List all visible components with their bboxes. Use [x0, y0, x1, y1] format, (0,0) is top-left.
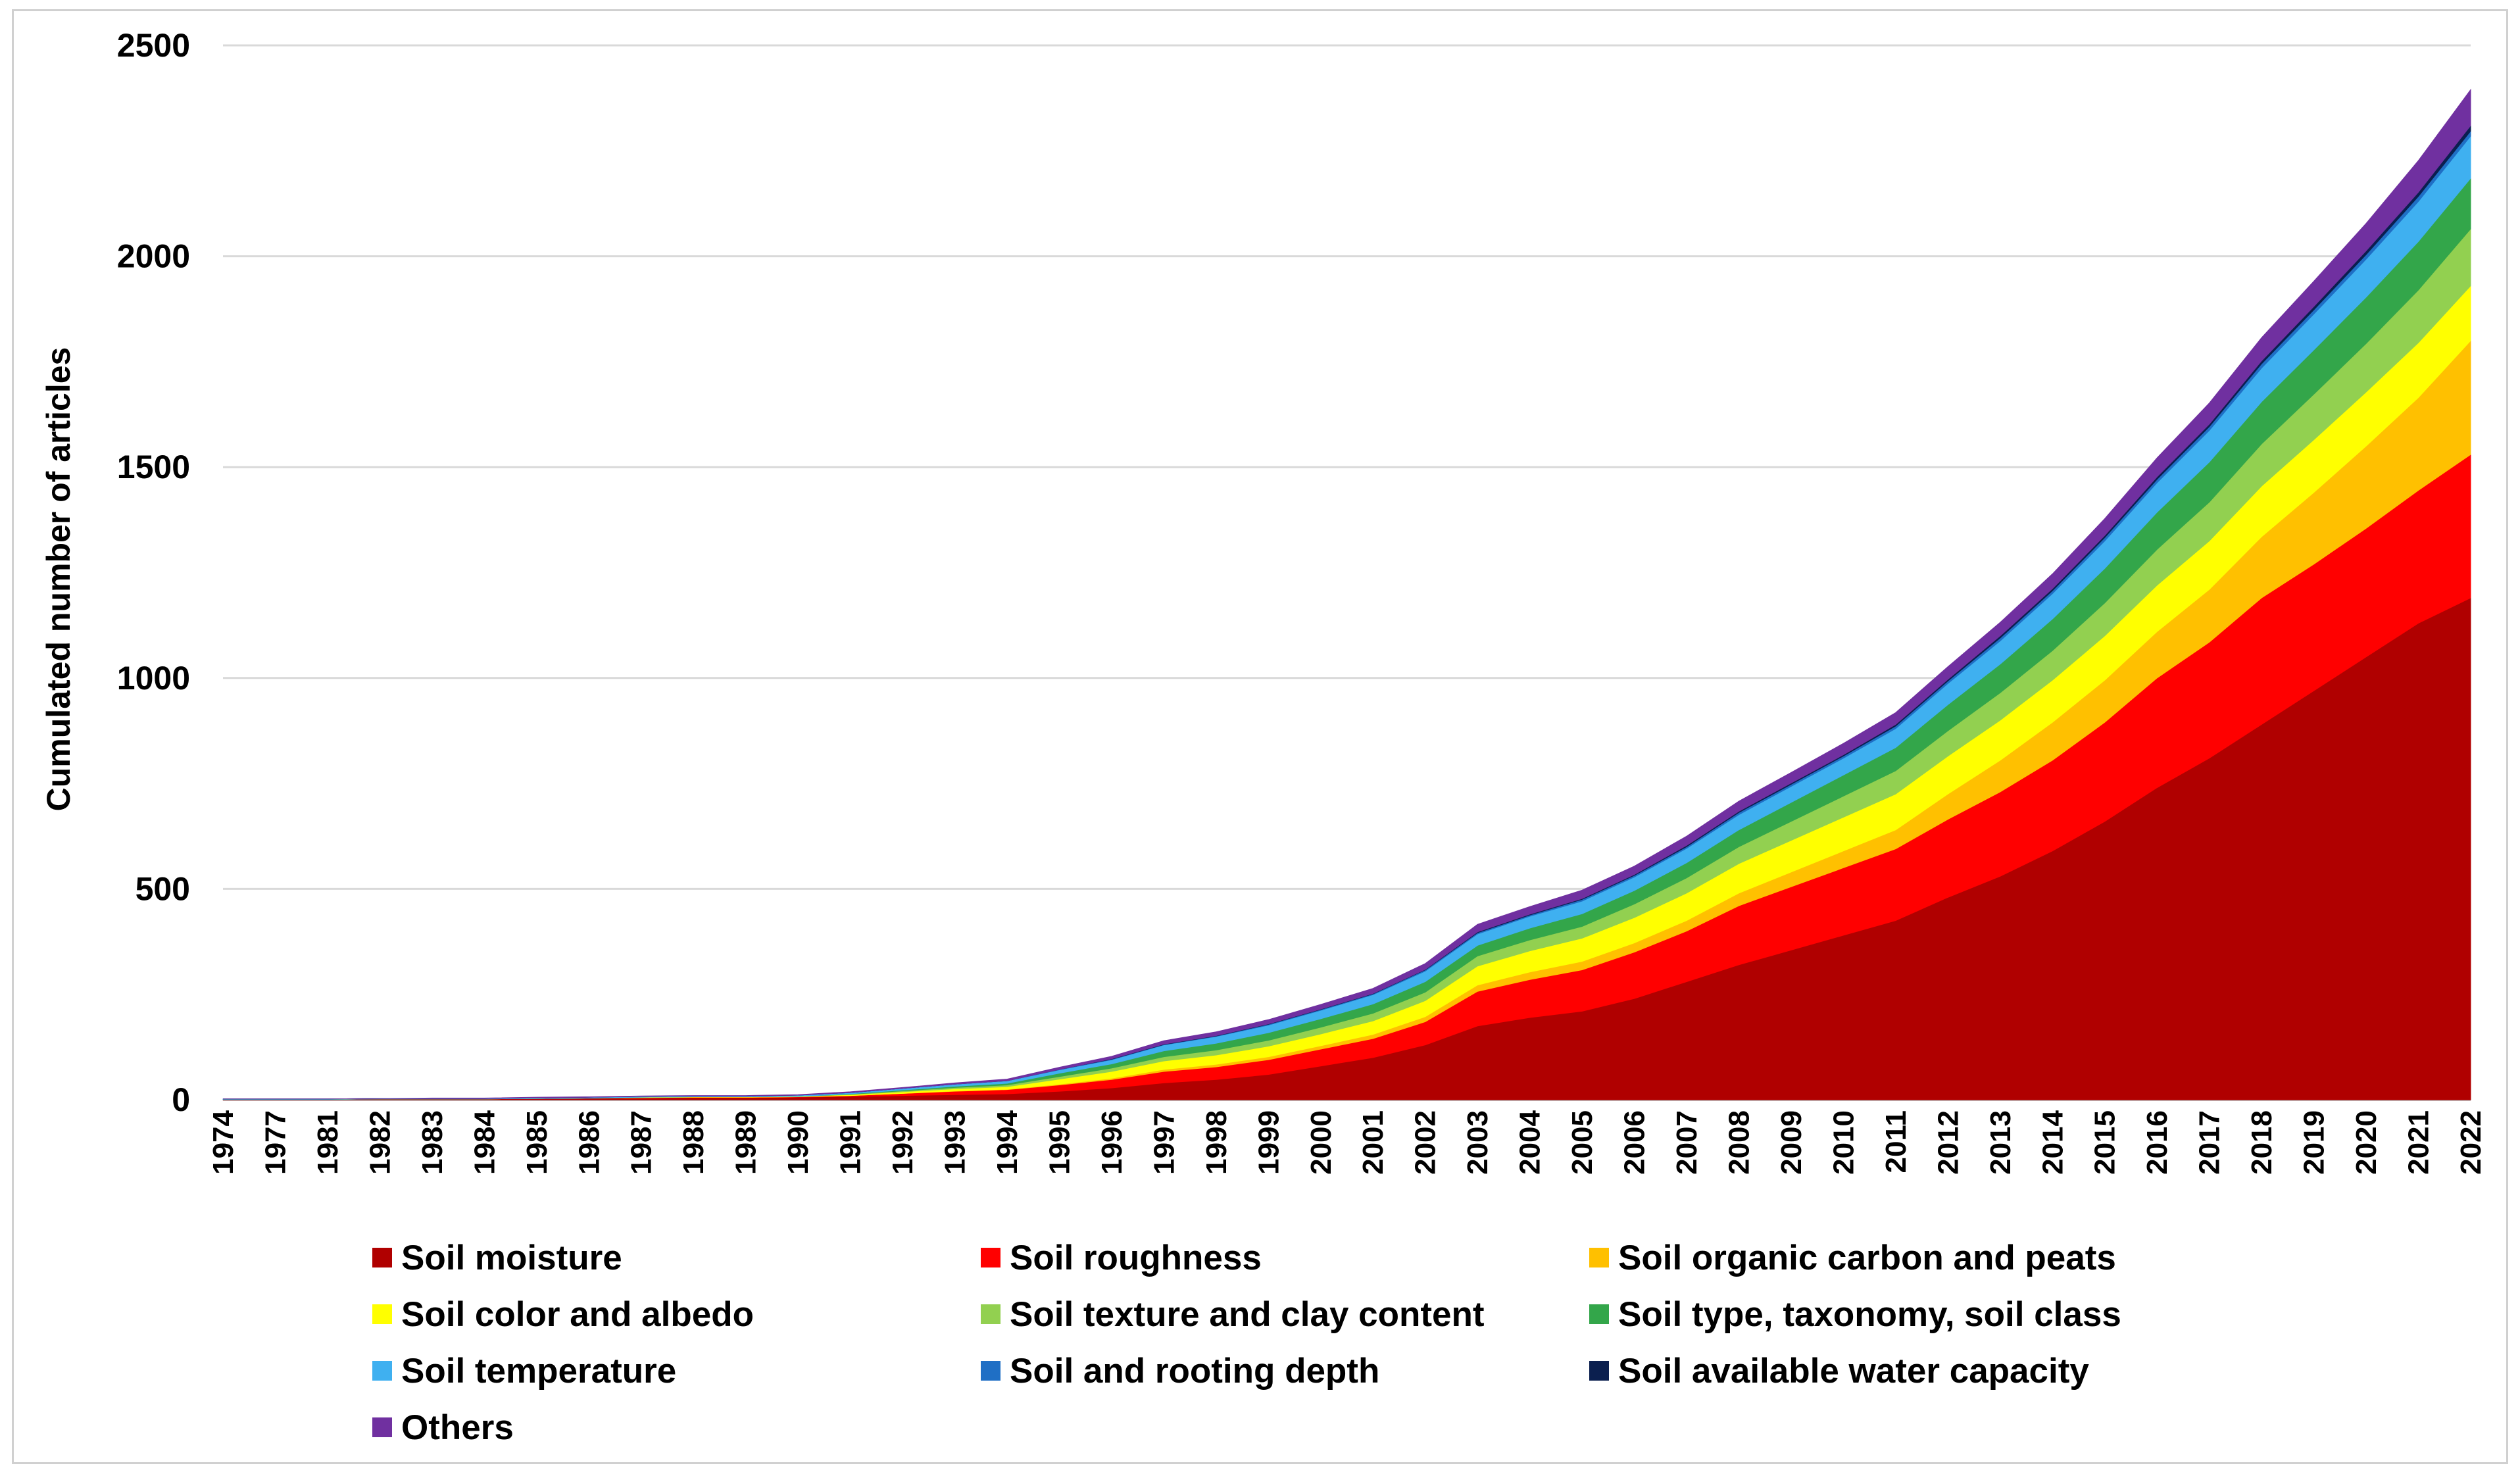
x-tick-label: 1993: [939, 1110, 972, 1175]
legend-label: Soil temperature: [401, 1351, 677, 1390]
legend-swatch: [372, 1248, 392, 1267]
x-tick-label: 2013: [1985, 1110, 2017, 1175]
legend-label: Soil and rooting depth: [1010, 1351, 1380, 1390]
stacked-area-chart: 1974 1977 1981 1982 1983 1984 1985 1986 1987 1988…: [40, 27, 2487, 1175]
x-tick-label: 1987: [626, 1110, 658, 1175]
y-tick-label: 0: [172, 1081, 190, 1118]
legend-swatch: [372, 1361, 392, 1381]
legend-item: Soil temperature: [372, 1344, 676, 1397]
legend-swatch: [372, 1304, 392, 1324]
x-tick-label: 2021: [2403, 1110, 2435, 1175]
x-tick-label: 1982: [364, 1110, 396, 1175]
legend-label: Soil type, taxonomy, soil class: [1618, 1294, 2121, 1334]
x-tick-label: 2003: [1462, 1110, 1494, 1175]
x-tick-label: 2020: [2350, 1110, 2383, 1175]
x-tick-label: 2011: [1880, 1110, 1912, 1173]
x-tick-label: 1984: [468, 1110, 501, 1174]
y-tick-label: 500: [136, 870, 190, 907]
x-tick-label: 1989: [730, 1110, 762, 1175]
x-tick-label: 2009: [1775, 1110, 1808, 1175]
y-tick-label: 2500: [117, 27, 190, 64]
x-tick-label: 1988: [678, 1110, 710, 1175]
y-tick-label: 2000: [117, 238, 190, 275]
legend-label: Soil roughness: [1010, 1238, 1262, 1277]
legend: Soil moisture Soil roughness Soil organic …: [372, 1231, 2214, 1455]
x-tick-label: 2002: [1410, 1110, 1442, 1175]
x-tick-label: 1996: [1096, 1110, 1128, 1175]
y-axis: 0 500 1000 1500 2000 2500: [117, 27, 190, 1118]
legend-item: Soil organic carbon and peats: [1589, 1231, 2116, 1284]
legend-item: Soil color and albedo: [372, 1288, 754, 1341]
legend-item: Soil available water capacity: [1589, 1344, 2089, 1397]
x-tick-label: 1990: [782, 1110, 814, 1175]
legend-swatch: [1589, 1304, 1609, 1324]
y-tick-label: 1000: [117, 660, 190, 697]
x-tick-label: 2010: [1827, 1110, 1860, 1175]
x-tick-label: 1985: [521, 1110, 553, 1175]
x-tick-label: 1981: [312, 1110, 344, 1175]
y-axis-title: Cumulated number of articles: [40, 347, 77, 812]
x-tick-label: 1974: [207, 1110, 239, 1174]
legend-label: Soil color and albedo: [401, 1294, 754, 1334]
y-tick-label: 1500: [117, 449, 190, 485]
legend-label: Others: [401, 1408, 514, 1447]
legend-item: Soil roughness: [981, 1231, 1262, 1284]
x-tick-label: 1986: [573, 1110, 605, 1175]
x-tick-label: 2000: [1305, 1110, 1337, 1175]
area-series-others: [223, 88, 2471, 1100]
legend-swatch: [1589, 1361, 1609, 1381]
legend-swatch: [981, 1304, 1001, 1324]
x-tick-label: 2001: [1357, 1110, 1389, 1175]
x-axis: 1974 1977 1981 1982 1983 1984 1985 1986 1987 1988…: [207, 1110, 2487, 1174]
x-tick-label: 1977: [259, 1110, 291, 1175]
legend-item: Soil type, taxonomy, soil class: [1589, 1288, 2121, 1341]
x-tick-label: 2006: [1619, 1110, 1651, 1175]
legend-item: Others: [372, 1401, 514, 1454]
legend-swatch: [1589, 1248, 1609, 1267]
legend-label: Soil organic carbon and peats: [1618, 1238, 2116, 1277]
x-tick-label: 2005: [1566, 1110, 1598, 1175]
legend-label: Soil moisture: [401, 1238, 622, 1277]
x-tick-label: 1992: [887, 1110, 919, 1175]
x-tick-label: 1983: [416, 1110, 449, 1175]
x-tick-label: 1999: [1252, 1110, 1285, 1175]
x-tick-label: 2019: [2298, 1110, 2331, 1175]
x-tick-label: 1997: [1148, 1110, 1180, 1175]
x-tick-label: 2015: [2089, 1110, 2121, 1175]
x-tick-label: 2018: [2246, 1110, 2278, 1175]
x-tick-label: 1991: [835, 1110, 867, 1175]
x-tick-label: 1995: [1043, 1110, 1075, 1175]
x-tick-label: 2022: [2455, 1110, 2487, 1175]
legend-swatch: [981, 1361, 1001, 1381]
legend-label: Soil texture and clay content: [1010, 1294, 1485, 1334]
x-tick-label: 2012: [1932, 1110, 1964, 1175]
x-tick-label: 2008: [1723, 1110, 1755, 1175]
series-areas: [222, 88, 2471, 1100]
legend-label: Soil available water capacity: [1618, 1351, 2089, 1390]
x-tick-label: 2007: [1671, 1110, 1703, 1175]
x-tick-label: 2017: [2194, 1110, 2226, 1175]
x-tick-label: 2016: [2141, 1110, 2173, 1175]
legend-item: Soil texture and clay content: [981, 1288, 1485, 1341]
legend-item: Soil moisture: [372, 1231, 622, 1284]
x-tick-label: 2004: [1514, 1110, 1546, 1174]
x-tick-label: 1994: [991, 1110, 1024, 1174]
legend-swatch: [372, 1417, 392, 1437]
legend-item: Soil and rooting depth: [981, 1344, 1379, 1397]
chart-frame: 1974 1977 1981 1982 1983 1984 1985 1986 1987 1988…: [12, 9, 2508, 1464]
legend-swatch: [981, 1248, 1001, 1267]
x-tick-label: 1998: [1200, 1110, 1233, 1175]
x-tick-label: 2014: [2037, 1110, 2069, 1174]
